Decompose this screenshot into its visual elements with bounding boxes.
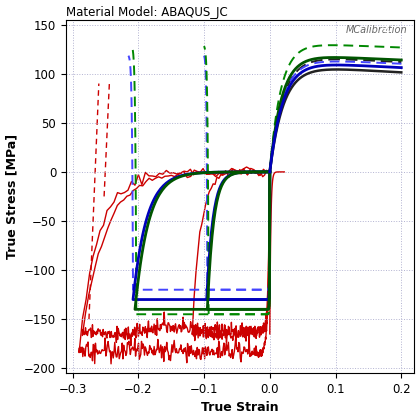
Text: MCalibration: MCalibration xyxy=(346,25,407,35)
Y-axis label: True Stress [MPa]: True Stress [MPa] xyxy=(5,134,18,259)
Text: Material Model: ABAQUS_JC: Material Model: ABAQUS_JC xyxy=(66,5,228,18)
X-axis label: True Strain: True Strain xyxy=(201,402,279,415)
